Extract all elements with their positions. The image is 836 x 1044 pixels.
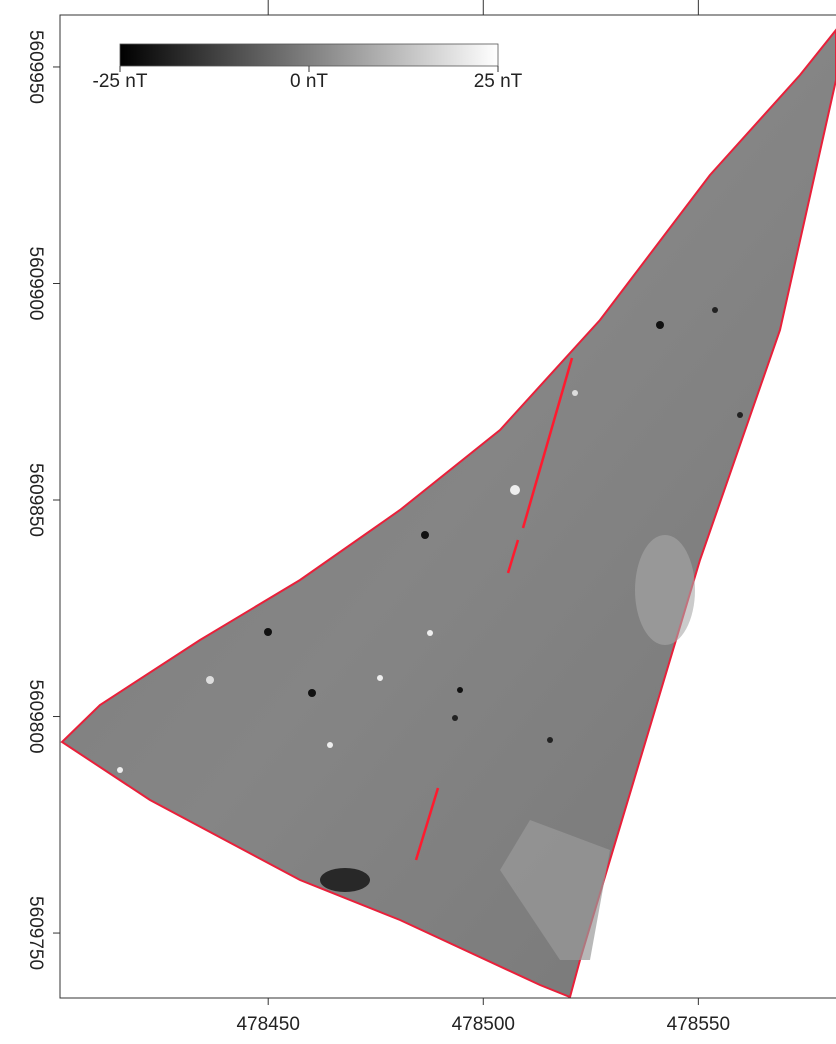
colorbar-label: 0 nT	[290, 71, 328, 92]
colorbar	[120, 44, 498, 66]
y-tick-label: 5609750	[25, 896, 46, 970]
x-tick-label: 478550	[667, 1014, 730, 1035]
y-tick-label: 5609850	[25, 463, 46, 537]
y-tick-label: 5609950	[25, 30, 46, 104]
y-tick-label: 5609900	[25, 247, 46, 321]
x-tick-label: 478500	[452, 1014, 515, 1035]
colorbar-label: -25 nT	[93, 71, 148, 92]
colorbar-label: 25 nT	[474, 71, 523, 92]
y-tick-label: 5609800	[25, 680, 46, 754]
survey-area	[62, 30, 836, 997]
magnetometry-map: 478450 478500 478550 5609950 5609900 5609850 5…	[0, 0, 836, 1044]
x-tick-label: 478450	[236, 1014, 299, 1035]
